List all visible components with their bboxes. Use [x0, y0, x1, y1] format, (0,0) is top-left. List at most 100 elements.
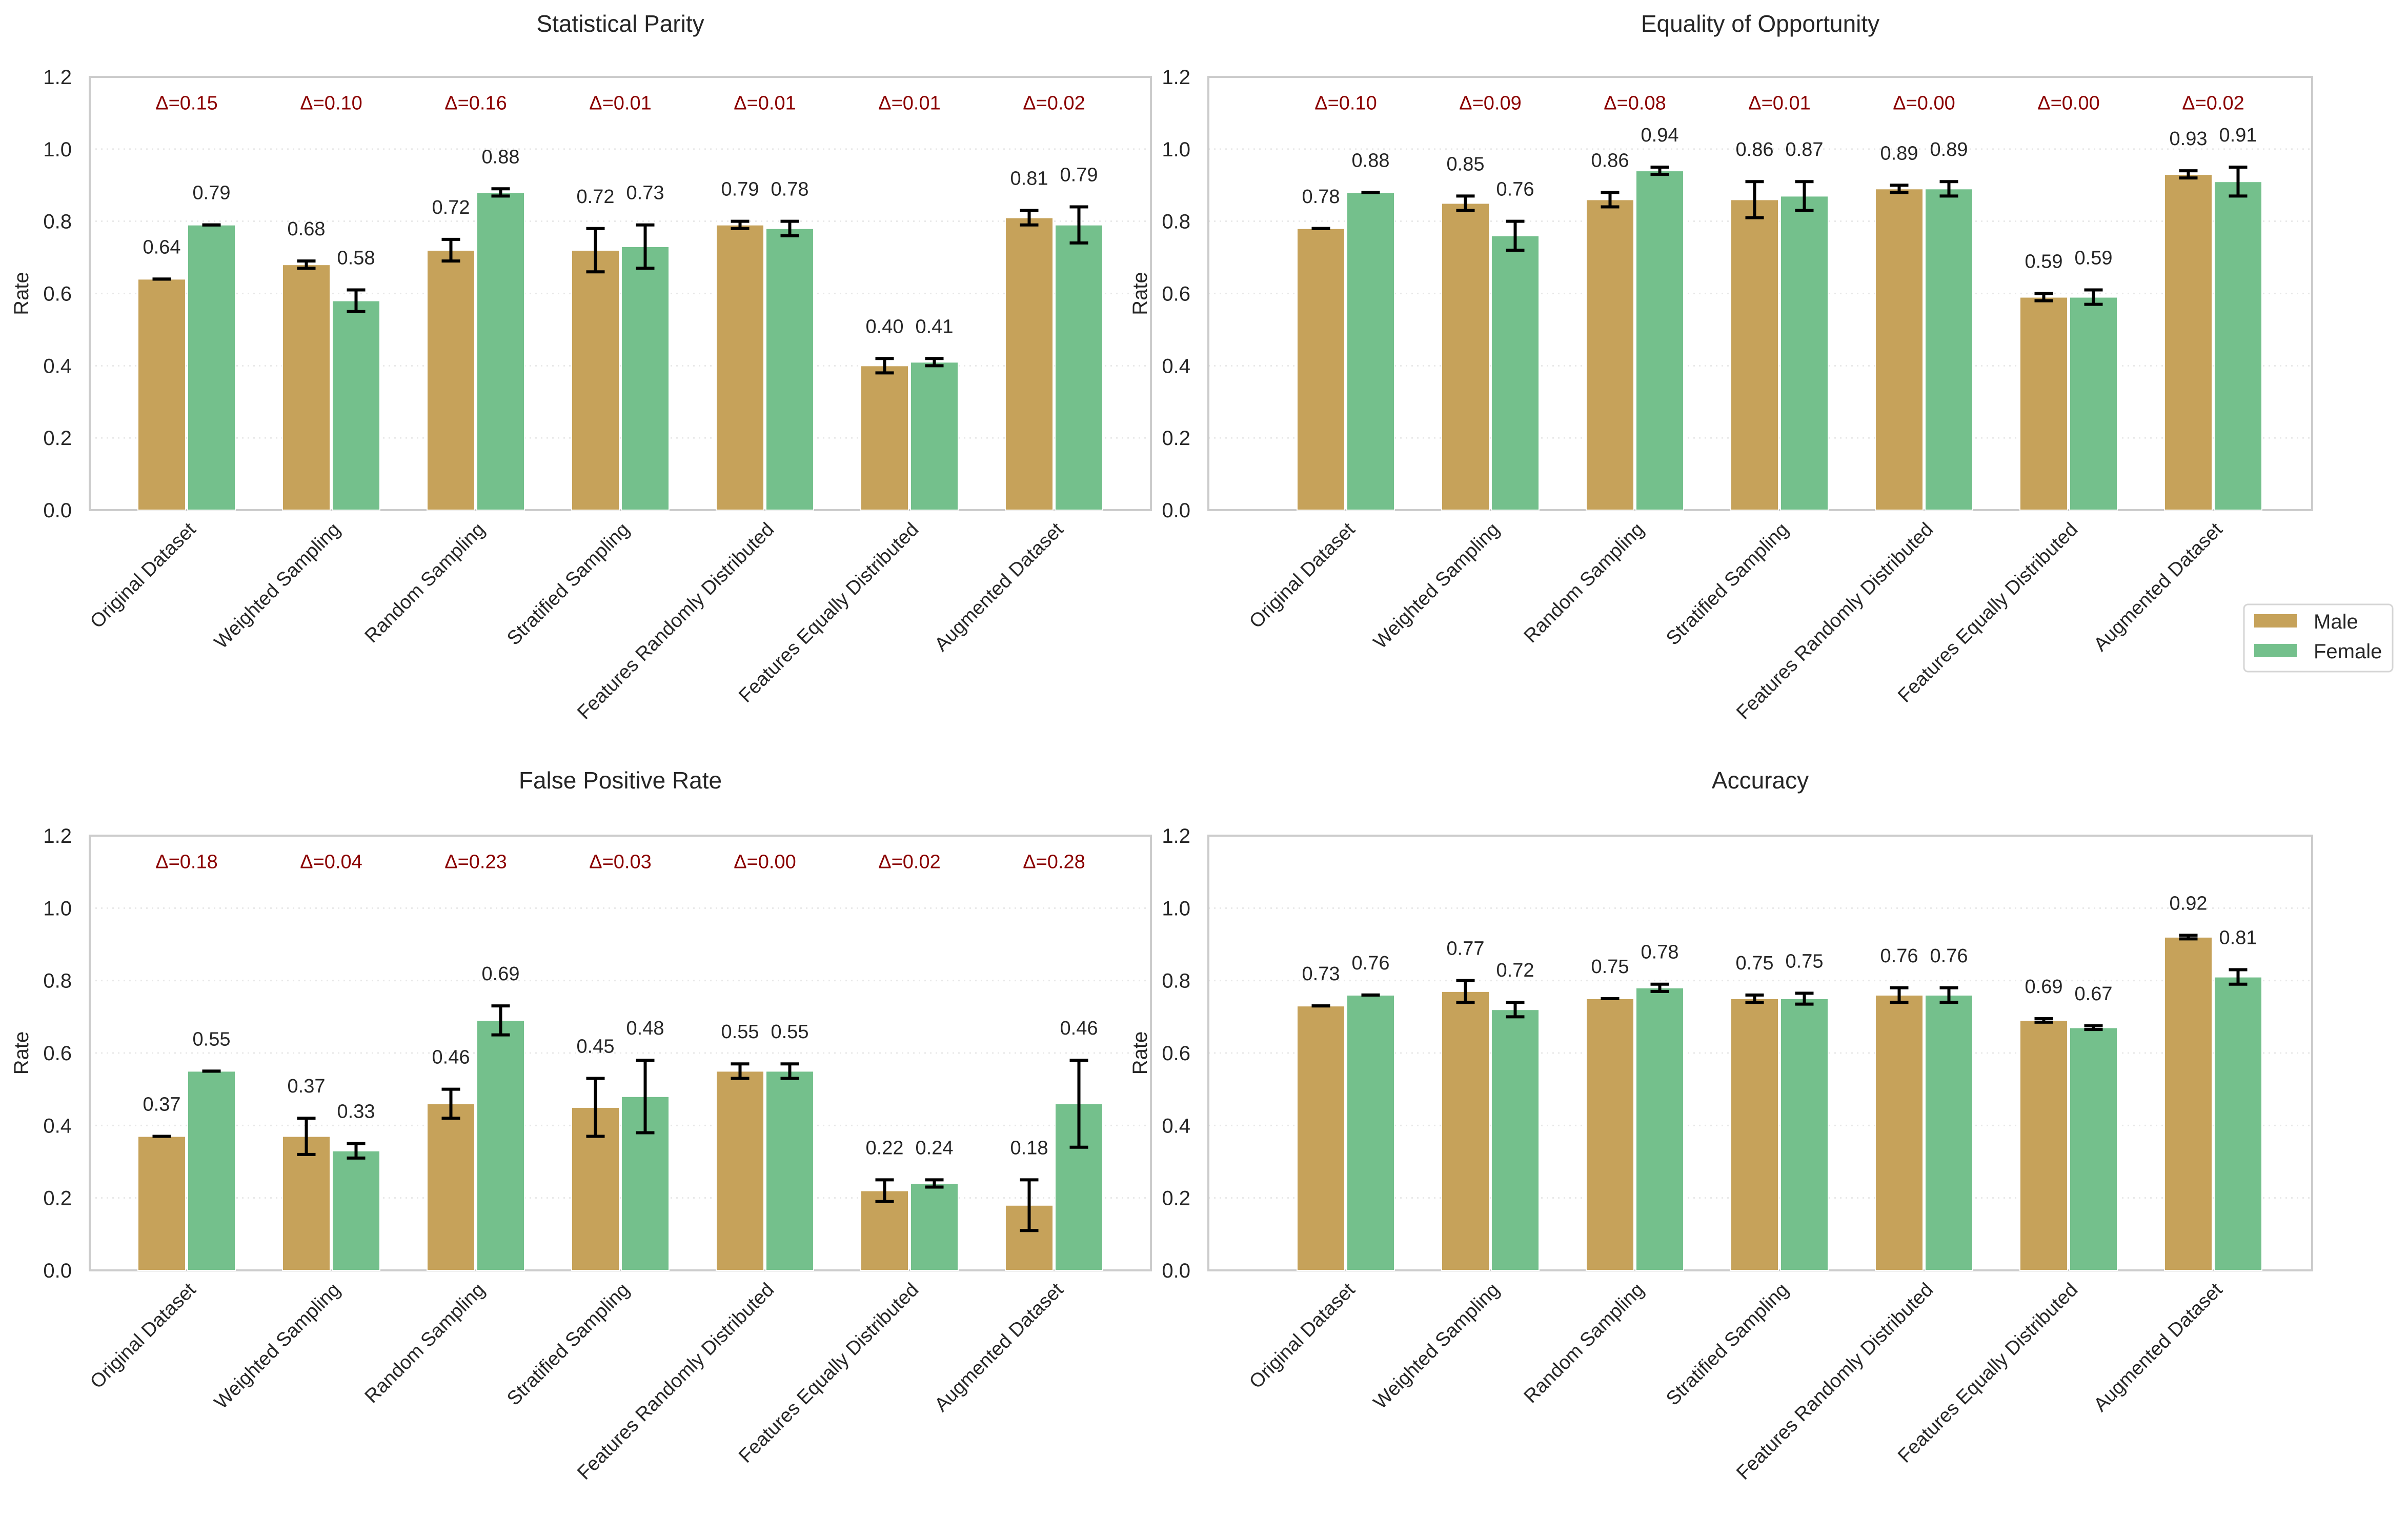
x-tick-label: Stratified Sampling: [503, 1279, 634, 1410]
value-label-male: 0.75: [1591, 956, 1629, 978]
x-tick-label: Augmented Dataset: [2090, 1279, 2227, 1416]
bar-male: [282, 1136, 331, 1271]
value-label-female: 0.67: [2075, 983, 2113, 1005]
x-tick-label: Weighted Sampling: [1369, 1279, 1504, 1413]
value-label-male: 0.37: [143, 1094, 181, 1116]
y-tick-label: 0.0: [43, 1260, 72, 1282]
delta-label: Δ=0.00: [1893, 92, 1955, 114]
bar-female: [1780, 195, 1829, 511]
delta-label: Δ=0.01: [878, 92, 941, 114]
value-label-male: 0.79: [721, 179, 759, 200]
y-tick-label: 1.2: [1162, 66, 1190, 89]
delta-label: Δ=0.04: [300, 852, 362, 873]
y-tick-label: 0.6: [1162, 1042, 1190, 1065]
value-label-female: 0.88: [482, 146, 520, 168]
delta-label: Δ=0.02: [1023, 92, 1085, 114]
delta-label: Δ=0.02: [878, 852, 941, 873]
chart-panel-2: 0.0 0.2 0.4 0.6 0.8 1.0 1.2 Equality of Opportu…: [1129, 10, 2313, 724]
delta-label: Δ=0.02: [2182, 92, 2244, 114]
y-tick-label: 1.0: [43, 897, 72, 920]
bar-male: [1297, 228, 1345, 511]
category-group: 0.73 0.76 Original Dataset: [1245, 953, 1395, 1393]
bar-female: [765, 1070, 814, 1271]
bar-male: [137, 278, 186, 511]
delta-label: Δ=0.15: [155, 92, 218, 114]
value-label-male: 0.93: [2170, 128, 2208, 150]
chart-title: Accuracy: [1712, 767, 1809, 794]
value-label-female: 0.76: [1496, 179, 1534, 200]
category-group: 0.72 0.73 Δ=0.01 Stratified Sampling: [503, 92, 670, 650]
bar-female: [1635, 987, 1684, 1271]
chart-panel-3: 0.0 0.2 0.4 0.6 0.8 1.0 1.2 False Positive Rate…: [10, 767, 1152, 1484]
value-label-male: 0.86: [1736, 139, 1774, 160]
chart-title: Equality of Opportunity: [1641, 10, 1879, 37]
y-tick-label: 0.2: [1162, 1187, 1190, 1210]
bar-female: [765, 228, 814, 511]
y-tick-label: 0.4: [1162, 355, 1190, 377]
bar-male: [2019, 1020, 2068, 1271]
value-label-male: 0.89: [1880, 143, 1918, 164]
y-tick-label: 0.0: [1162, 1260, 1190, 1282]
bar-male: [2019, 296, 2068, 511]
delta-label: Δ=0.00: [2037, 92, 2100, 114]
value-label-female: 0.87: [1786, 139, 1824, 160]
bar-female: [2069, 1027, 2118, 1271]
bar-female: [476, 192, 525, 511]
value-label-male: 0.69: [2025, 976, 2063, 998]
bar-male: [716, 1070, 764, 1271]
y-tick-label: 0.2: [1162, 427, 1190, 450]
y-axis-label: Rate: [1129, 1031, 1151, 1075]
x-tick-label: Random Sampling: [1520, 519, 1649, 647]
bar-male: [716, 224, 764, 511]
y-tick-label: 0.8: [1162, 970, 1190, 993]
bar-male: [1730, 998, 1779, 1271]
category-group: 0.45 0.48 Δ=0.03 Stratified Sampling: [503, 852, 670, 1410]
y-tick-label: 1.2: [43, 66, 72, 89]
y-tick-label: 1.0: [43, 138, 72, 161]
bar-female: [476, 1020, 525, 1271]
value-label-female: 0.24: [916, 1137, 954, 1159]
category-group: 0.64 0.79 Δ=0.15 Original Dataset: [86, 92, 236, 633]
legend: Male Female: [2243, 603, 2394, 673]
x-tick-label: Weighted Sampling: [1369, 519, 1504, 653]
value-label-female: 0.89: [1930, 139, 1968, 160]
value-label-female: 0.72: [1496, 960, 1534, 981]
axes-frame: [89, 76, 1152, 511]
bar-male: [427, 1103, 475, 1271]
bar-female: [1925, 994, 1973, 1271]
y-axis-label: Rate: [1129, 272, 1151, 315]
value-label-male: 0.45: [577, 1036, 615, 1057]
x-tick-label: Stratified Sampling: [1662, 519, 1793, 650]
bar-female: [621, 246, 670, 511]
category-group: 0.18 0.46 Δ=0.28 Augmented Dataset: [930, 852, 1103, 1416]
y-tick-label: 0.6: [43, 283, 72, 306]
value-label-male: 0.85: [1447, 153, 1485, 175]
value-label-female: 0.69: [482, 963, 520, 985]
category-group: 0.46 0.69 Δ=0.23 Random Sampling: [361, 852, 525, 1407]
bar-female: [1491, 1009, 1540, 1271]
y-tick-label: 0.0: [1162, 499, 1190, 522]
bar-female: [2069, 296, 2118, 511]
value-label-male: 0.72: [577, 186, 615, 208]
delta-label: Δ=0.01: [1748, 92, 1811, 114]
value-label-female: 0.78: [1641, 942, 1679, 963]
value-label-male: 0.92: [2170, 893, 2208, 914]
y-tick-label: 0.8: [43, 970, 72, 993]
value-label-female: 0.91: [2219, 125, 2257, 146]
x-tick-label: Original Dataset: [1245, 1279, 1360, 1393]
bar-female: [910, 361, 959, 511]
y-tick-label: 1.2: [43, 825, 72, 847]
value-label-male: 0.78: [1302, 186, 1340, 208]
bar-male: [1875, 994, 1924, 1271]
category-group: 0.86 0.94 Δ=0.08 Random Sampling: [1520, 92, 1684, 647]
value-label-male: 0.72: [432, 197, 470, 218]
value-label-female: 0.73: [626, 183, 664, 204]
x-tick-label: Original Dataset: [86, 518, 200, 633]
bar-female: [1491, 235, 1540, 511]
bar-male: [2164, 936, 2213, 1271]
value-label-male: 0.22: [866, 1137, 904, 1159]
y-tick-label: 0.0: [43, 499, 72, 522]
value-label-male: 0.81: [1010, 168, 1048, 190]
value-label-female: 0.76: [1930, 945, 1968, 967]
